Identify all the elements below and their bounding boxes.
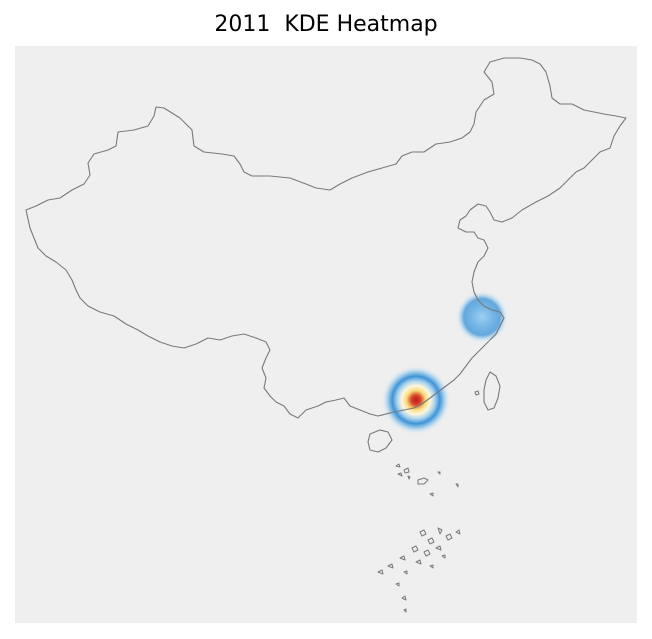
kde-hotspot-pearl-river-delta xyxy=(382,366,450,434)
penghu-outline xyxy=(474,390,480,396)
map-panel xyxy=(15,46,637,623)
spratly-islands xyxy=(377,527,461,613)
plot-title: 2011 KDE Heatmap xyxy=(214,12,438,37)
coastline-overlay xyxy=(385,291,505,415)
country-outline xyxy=(25,57,627,613)
paracel-islands xyxy=(395,463,459,497)
hainan-outline xyxy=(367,429,393,453)
kde-heatmap-layer xyxy=(382,291,508,434)
mainland-outline xyxy=(25,57,627,419)
kde-hotspot-yangtze-river-delta xyxy=(456,291,508,343)
taiwan-outline xyxy=(483,371,501,411)
